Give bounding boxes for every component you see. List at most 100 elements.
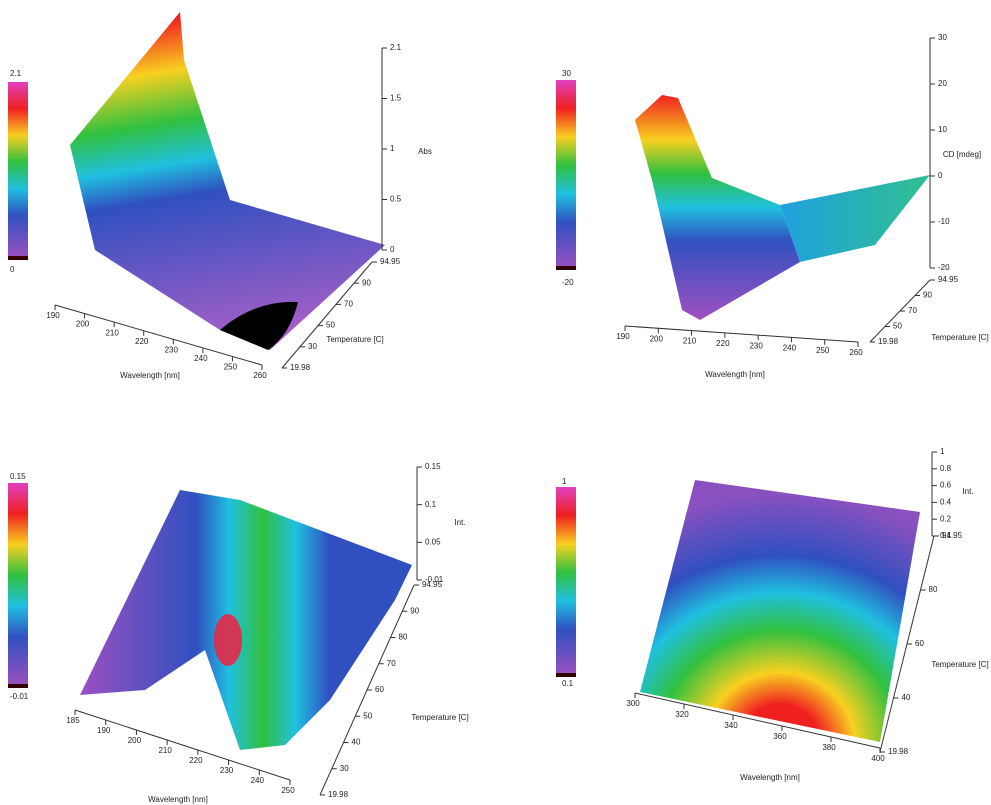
surface [635,95,800,320]
y-tick-label: 19.98 [290,363,311,372]
clipped-region [220,301,298,350]
y-tick-label: 19.98 [328,790,349,799]
z-tick-label: 1 [940,447,945,456]
y-tick-label: 70 [344,300,353,309]
x-tick-label: 240 [251,776,265,785]
y-tick-label: 50 [363,711,372,720]
y-tick-label: 80 [399,633,408,642]
z-tick-label: 20 [938,79,947,88]
colorbar-max: 2.1 [10,69,22,78]
x-tick-label: 400 [871,754,885,763]
x-tick-label: 380 [822,743,836,752]
z-tick-label: 0.4 [940,498,952,507]
z-tick-label: 0.1 [940,531,952,540]
x-tick-label: 210 [683,337,697,346]
x-tick-label: 220 [189,756,203,765]
axes: 2.102.11.510.50Abs1902002102202302402502… [8,33,989,804]
surface [640,480,920,742]
colorbar-min: -0.01 [10,692,29,701]
y-axis-label: Temperature [C] [931,660,988,669]
colorbar-min-swatch [556,673,576,677]
colorbar-max: 30 [562,69,571,78]
y-tick-label: 50 [893,322,902,331]
y-tick-label: 60 [375,685,384,694]
x-tick-label: 190 [616,332,630,341]
surface [80,490,412,750]
x-tick-label: 185 [66,716,80,725]
x-tick-label: 240 [194,354,208,363]
x-tick-label: 220 [716,339,730,348]
x-tick-label: 300 [626,699,640,708]
colorbar-min-swatch [556,266,576,270]
z-axis-label: CD [mdeg] [943,150,981,159]
colorbar [556,487,576,677]
y-tick-label: 80 [929,585,938,594]
x-tick-label: 210 [105,328,119,337]
x-tick-label: 250 [816,346,830,355]
x-axis-label: Wavelength [nm] [148,795,208,804]
colorbar-min: -20 [562,278,574,287]
colorbar-min-swatch [8,684,28,688]
y-tick-label: 90 [410,606,419,615]
x-axis [624,325,859,343]
y-tick-label: 94.95 [380,257,401,266]
y-tick-label: 60 [915,639,924,648]
x-axis [74,709,291,781]
z-axis-label: Int. [454,518,465,527]
x-axis-label: Wavelength [nm] [740,773,800,782]
z-tick-label: -0.01 [425,575,444,584]
x-tick-label: 260 [253,371,267,380]
x-tick-label: 320 [675,710,689,719]
z-tick-label: 0 [938,171,943,180]
colorbar-max: 1 [562,477,567,486]
x-tick-label: 190 [97,726,111,735]
y-tick-label: 19.98 [878,337,899,346]
x-tick-label: 220 [135,337,149,346]
z-tick-label: 0.15 [425,462,441,471]
x-tick-label: 230 [220,766,234,775]
y-tick-label: 40 [352,738,361,747]
x-tick-label: 250 [224,363,238,372]
y-tick-label: 70 [908,306,917,315]
y-tick-label: 94.95 [942,531,963,540]
y-axis [281,261,373,369]
z-tick-label: 10 [938,125,947,134]
x-axis [634,692,881,749]
colorbar-max: 0.15 [10,472,26,481]
z-tick-label: 1 [390,144,395,153]
surfaces [70,12,930,750]
z-tick-label: 30 [938,33,947,42]
z-tick-label: 0.8 [940,464,952,473]
y-tick-label: 70 [387,659,396,668]
z-tick-label: -10 [938,217,950,226]
colorbar-min: 0.1 [562,679,574,688]
x-tick-label: 200 [650,334,664,343]
colorbar-min-swatch [8,256,28,260]
x-axis [54,304,263,366]
z-tick-label: 2.1 [390,43,402,52]
colorbar [8,483,28,688]
y-tick-label: 30 [308,342,317,351]
z-axis-label: Abs [418,147,432,156]
y-axis-label: Temperature [C] [931,333,988,342]
colorbar [556,80,576,270]
x-tick-label: 240 [783,344,797,353]
x-tick-label: 360 [773,732,787,741]
colorbar [8,82,28,260]
z-tick-label: 0.5 [390,195,402,204]
z-tick-label: 1.5 [390,94,402,103]
x-axis-label: Wavelength [nm] [705,370,765,379]
y-tick-label: 90 [362,278,371,287]
y-axis-label: Temperature [C] [326,335,383,344]
x-tick-label: 230 [749,341,763,350]
z-tick-label: 0.1 [425,500,437,509]
x-tick-label: 340 [724,721,738,730]
z-tick-label: 0.05 [425,537,441,546]
colorbar-min: 0 [10,265,15,274]
x-tick-label: 210 [158,746,172,755]
x-tick-label: 190 [46,311,60,320]
x-axis-label: Wavelength [nm] [120,371,180,380]
z-tick-label: 0 [390,245,395,254]
y-tick-label: 94.95 [422,580,443,589]
